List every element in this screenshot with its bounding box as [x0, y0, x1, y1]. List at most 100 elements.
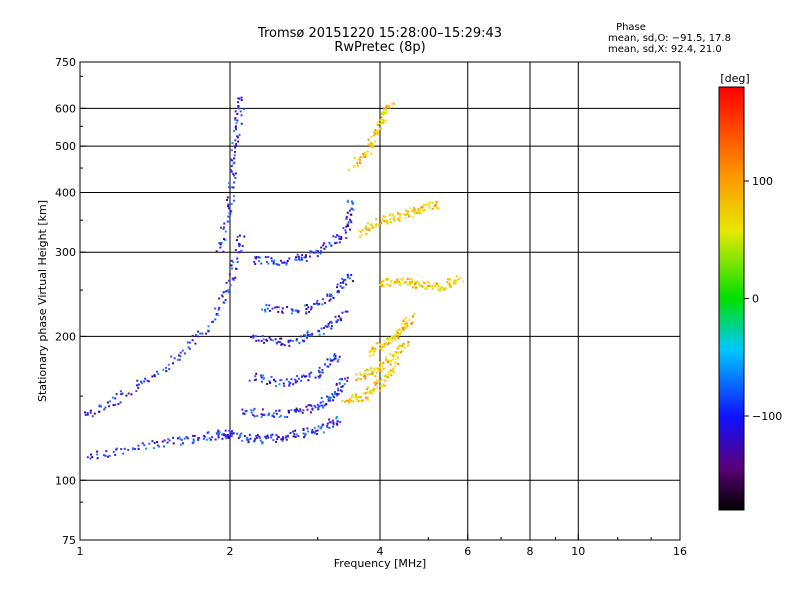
echo-point — [147, 380, 150, 383]
echo-point — [290, 409, 293, 411]
echo-point — [328, 427, 331, 429]
echo-point — [387, 277, 390, 280]
echo-point — [267, 262, 270, 265]
echo-point — [340, 385, 343, 388]
echo-point — [375, 224, 378, 227]
echo-point — [177, 437, 180, 440]
echo-point — [127, 448, 130, 451]
echo-point — [322, 431, 325, 434]
echo-point — [327, 398, 330, 401]
echo-point — [324, 325, 327, 328]
echo-point — [403, 318, 406, 321]
echo-point — [336, 283, 339, 286]
echo-point — [415, 212, 418, 215]
echo-point — [226, 220, 229, 223]
echo-point — [435, 204, 438, 207]
echo-point — [255, 378, 257, 381]
echo-point — [336, 423, 339, 426]
echo-point — [275, 409, 278, 412]
echo-point — [400, 350, 403, 352]
echo-point — [285, 435, 288, 438]
echo-point — [222, 291, 225, 294]
echo-point — [173, 357, 176, 360]
echo-point — [390, 373, 392, 376]
echo-point — [338, 291, 340, 294]
echo-point — [349, 218, 351, 221]
echo-point — [413, 210, 415, 213]
echo-point — [339, 285, 342, 288]
echo-point — [371, 372, 374, 375]
echo-point — [185, 436, 188, 438]
echo-point — [409, 283, 411, 286]
echo-point — [405, 212, 408, 215]
echo-point — [320, 250, 322, 253]
echo-point — [329, 396, 332, 399]
echo-point — [310, 431, 313, 434]
echo-point — [394, 365, 397, 368]
echo-point — [224, 429, 227, 432]
echo-point — [230, 435, 233, 438]
echo-point — [168, 439, 171, 442]
echo-point — [351, 394, 354, 397]
echo-point — [178, 436, 181, 439]
echo-point — [302, 409, 305, 412]
echo-point — [236, 112, 239, 115]
echo-point — [226, 199, 228, 201]
echo-point — [340, 377, 343, 380]
echo-point — [409, 277, 412, 280]
echo-point — [462, 280, 465, 283]
echo-point — [278, 409, 281, 412]
x-axis-ticks: 1 2 4 6 8 10 16 — [77, 534, 687, 558]
echo-point — [167, 438, 170, 441]
echo-point — [378, 380, 381, 383]
echo-point — [297, 435, 300, 437]
echo-point — [332, 297, 335, 299]
echo-point — [379, 361, 382, 364]
echo-point — [253, 407, 256, 410]
echo-point — [141, 442, 144, 445]
echo-point — [392, 102, 395, 105]
x-tick-label: 4 — [377, 545, 384, 558]
echo-point — [359, 156, 362, 159]
echo-point — [257, 256, 260, 259]
echo-point — [269, 338, 272, 341]
echo-point — [305, 308, 308, 310]
echo-point — [305, 254, 307, 257]
echo-point — [395, 332, 398, 335]
echo-point — [402, 343, 405, 345]
echo-point — [226, 434, 229, 436]
echo-point — [321, 303, 324, 306]
echo-point — [374, 384, 377, 387]
echo-point — [318, 377, 321, 379]
echo-point — [90, 453, 93, 456]
echo-point — [86, 456, 89, 459]
echo-point — [297, 410, 300, 413]
echo-point — [307, 404, 310, 407]
echo-point — [380, 281, 383, 284]
echo-point — [214, 438, 217, 441]
echo-point — [230, 149, 233, 152]
echo-point — [178, 354, 180, 357]
echo-point — [359, 396, 362, 398]
echo-point — [317, 425, 320, 428]
echo-point — [401, 344, 404, 347]
echo-point — [359, 159, 361, 162]
echo-point — [329, 358, 332, 361]
echo-point — [266, 434, 269, 437]
echo-point — [227, 291, 230, 294]
echo-point — [457, 278, 460, 281]
echo-point — [103, 408, 106, 411]
echo-point — [437, 287, 440, 290]
echo-point — [192, 439, 195, 442]
echo-point — [374, 348, 377, 351]
echo-point — [323, 247, 326, 250]
echo-point — [281, 311, 284, 314]
echo-point — [283, 384, 286, 387]
echo-point — [312, 431, 315, 434]
echo-point — [84, 414, 87, 416]
echo-point — [392, 217, 395, 220]
echo-point — [410, 210, 413, 213]
echo-point — [255, 372, 258, 375]
echo-point — [179, 355, 182, 358]
echo-point — [428, 204, 431, 207]
